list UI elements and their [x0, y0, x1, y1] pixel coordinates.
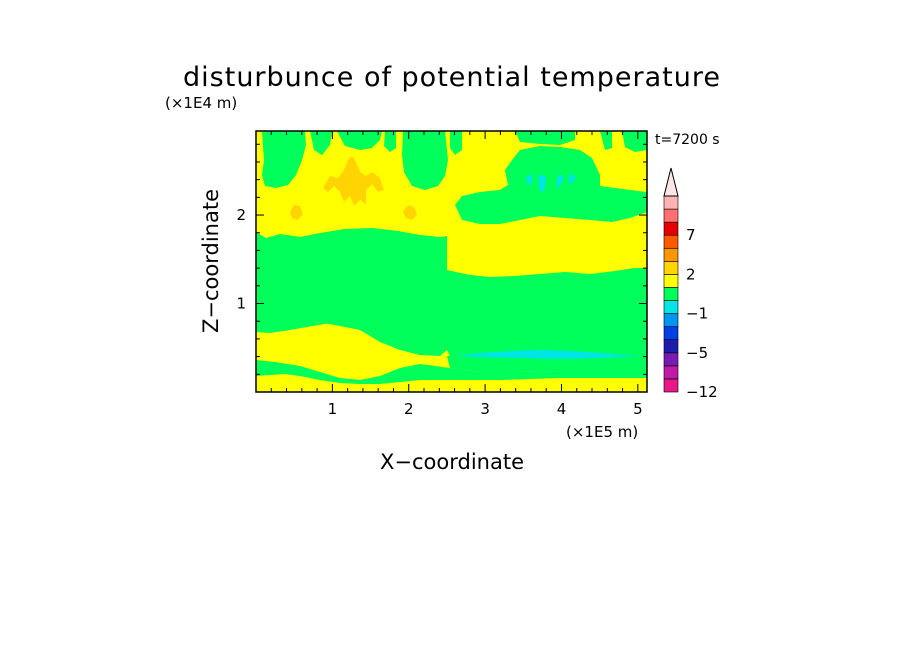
colorbar-label: −12 — [686, 383, 718, 401]
contour-region-green — [262, 131, 306, 188]
colorbar-label: −1 — [686, 305, 708, 323]
contour-region-orange — [290, 205, 303, 220]
y-tick-label: 1 — [236, 295, 246, 313]
contour-region-cyan — [455, 350, 640, 359]
contour-region-cyan — [538, 175, 546, 192]
contour-region-cyan — [526, 174, 532, 186]
contour-region-green — [515, 131, 575, 145]
colorbar-swatch — [663, 313, 679, 327]
contour-region-green — [256, 360, 647, 384]
colorbar-swatch — [663, 287, 679, 301]
colorbar-swatch — [663, 247, 679, 262]
chart-title: disturbunce of potential temperature — [183, 62, 721, 93]
x-tick-label: 1 — [328, 400, 338, 418]
colorbar-label: 7 — [686, 226, 696, 244]
contour-region-cyan — [556, 175, 564, 187]
contour-region-green — [337, 131, 382, 150]
x-tick-label: 5 — [633, 400, 643, 418]
y-tick-label: 2 — [236, 206, 246, 224]
colorbar-swatch — [663, 261, 679, 275]
colorbar-swatch — [663, 274, 679, 288]
x-axis-label: X−coordinate — [380, 450, 524, 474]
colorbar-label: −5 — [686, 344, 708, 362]
colorbar-swatch — [663, 221, 679, 236]
colorbar-swatch — [663, 234, 679, 249]
contour-region-green — [384, 131, 396, 152]
colorbar-swatch — [663, 326, 679, 341]
colorbar-extend-arrow — [663, 167, 679, 197]
contour-region-green — [256, 228, 647, 356]
axis-ticks — [256, 131, 647, 392]
contour-region-green — [402, 131, 448, 190]
x-tick-label: 2 — [404, 400, 414, 418]
colorbar-swatch — [663, 339, 679, 354]
colorbar-label: 2 — [686, 265, 696, 283]
x-tick-labels: 1 2 3 4 5 — [328, 400, 643, 418]
y-tick-labels: 12 — [236, 206, 246, 312]
colorbar-swatch — [663, 300, 679, 314]
contour-region-green — [450, 131, 462, 155]
contour-region-green — [447, 356, 647, 372]
contour-region-cyan — [568, 174, 576, 184]
plot-frame — [255, 130, 648, 393]
colorbar-swatch — [663, 365, 679, 380]
contour-region-green — [256, 322, 330, 333]
contour-region-orange — [323, 156, 384, 206]
contour-field — [256, 131, 647, 392]
colorbar-swatch — [663, 208, 679, 223]
contour-region-orange — [403, 205, 417, 220]
x-scale-label: (×1E5 m) — [566, 423, 638, 441]
y-axis-label: Z−coordinate — [199, 189, 223, 333]
colorbar-swatch — [663, 352, 679, 367]
y-scale-label: (×1E4 m) — [165, 94, 237, 112]
contour-region-green — [455, 146, 647, 224]
colorbar: −12−5−127 — [663, 167, 718, 401]
contour-region-green — [622, 131, 647, 152]
contour-region-green — [310, 131, 332, 155]
x-tick-label: 3 — [480, 400, 490, 418]
time-label: t=7200 s — [655, 132, 720, 148]
x-tick-label: 4 — [557, 400, 567, 418]
colorbar-swatch — [663, 195, 679, 210]
colorbar-swatch — [663, 378, 679, 393]
contour-region-green — [600, 131, 612, 150]
